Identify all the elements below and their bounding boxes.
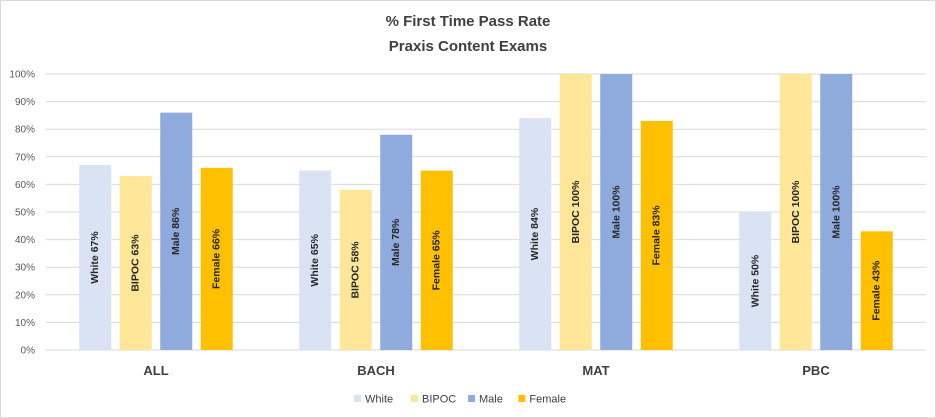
bar-data-label: Female 66% <box>211 228 223 289</box>
bar-data-label: BIPOC 100% <box>790 180 802 244</box>
y-tick-label: 40% <box>15 235 35 246</box>
legend-label-white: White <box>365 394 393 406</box>
bar-data-label: Male 100% <box>830 185 842 239</box>
chart-title: % First Time Pass Rate <box>386 13 551 30</box>
legend-swatch-bipoc <box>411 395 418 402</box>
bar-data-label: BIPOC 63% <box>130 234 142 292</box>
gridlines <box>46 73 926 351</box>
y-tick-label: 70% <box>15 152 35 163</box>
bar-bipoc-all <box>119 176 152 350</box>
bar-data-label: BIPOC 100% <box>570 180 582 244</box>
legend-swatch-female <box>518 395 526 402</box>
bar-female-mat <box>640 120 673 350</box>
bars: White 67% BIPOC 63% Male 86% Female 66% Whit… <box>79 74 893 350</box>
legend: White BIPOC Male Female <box>354 394 566 406</box>
y-tick-label: 30% <box>15 263 35 274</box>
bar-bipoc-mat <box>559 74 592 350</box>
x-category-label: BACH <box>357 363 395 378</box>
bar-bipoc-bach <box>339 189 372 350</box>
x-category-label: ALL <box>143 363 168 378</box>
bar-female-pbc <box>860 231 893 350</box>
x-category-label: MAT <box>582 363 609 378</box>
bar-female-all <box>200 167 233 350</box>
bar-male-pbc <box>820 74 853 350</box>
y-tick-label: 50% <box>15 208 35 219</box>
y-tick-label: 60% <box>15 180 35 191</box>
bar-data-label: Female 83% <box>651 205 663 266</box>
y-tick-label: 80% <box>15 125 35 136</box>
bar-female-bach <box>420 170 453 350</box>
y-tick-label: 20% <box>15 290 35 301</box>
x-category-label: PBC <box>802 363 830 378</box>
y-tick-label: 90% <box>15 97 35 108</box>
bar-data-label: BIPOC 58% <box>350 241 362 299</box>
y-tick-label: 100% <box>9 70 35 81</box>
legend-label-male: Male <box>479 394 503 406</box>
bar-white-pbc <box>739 212 772 350</box>
bar-data-label: White 84% <box>529 207 541 260</box>
legend-label-bipoc: BIPOC <box>422 394 456 406</box>
bar-data-label: Female 65% <box>431 230 443 291</box>
bar-data-label: Male 86% <box>170 207 182 255</box>
legend-swatch-white <box>354 395 361 402</box>
bar-white-mat <box>519 118 552 350</box>
y-axis: 0% 10% 20% 30% 40% 50% 60% 70% 80% 90% 100% <box>9 70 35 357</box>
x-axis: ALL BACH MAT PBC <box>143 363 830 378</box>
bar-bipoc-pbc <box>779 74 812 350</box>
bar-white-all <box>79 165 112 350</box>
bar-data-label: Male 100% <box>610 185 622 239</box>
bar-data-label: White 65% <box>309 233 321 286</box>
legend-swatch-male <box>468 395 475 402</box>
y-tick-label: 10% <box>15 318 35 329</box>
bar-male-mat <box>600 74 633 350</box>
bar-white-bach <box>299 170 332 350</box>
legend-label-female: Female <box>529 394 566 406</box>
bar-male-all <box>160 112 193 350</box>
bar-data-label: Male 78% <box>390 218 402 266</box>
chart-subtitle: Praxis Content Exams <box>389 38 547 55</box>
y-tick-label: 0% <box>21 346 36 357</box>
bar-data-label: White 50% <box>749 254 761 307</box>
bar-data-label: Female 43% <box>871 260 883 321</box>
bar-male-bach <box>380 134 413 350</box>
bar-data-label: White 67% <box>89 231 101 284</box>
